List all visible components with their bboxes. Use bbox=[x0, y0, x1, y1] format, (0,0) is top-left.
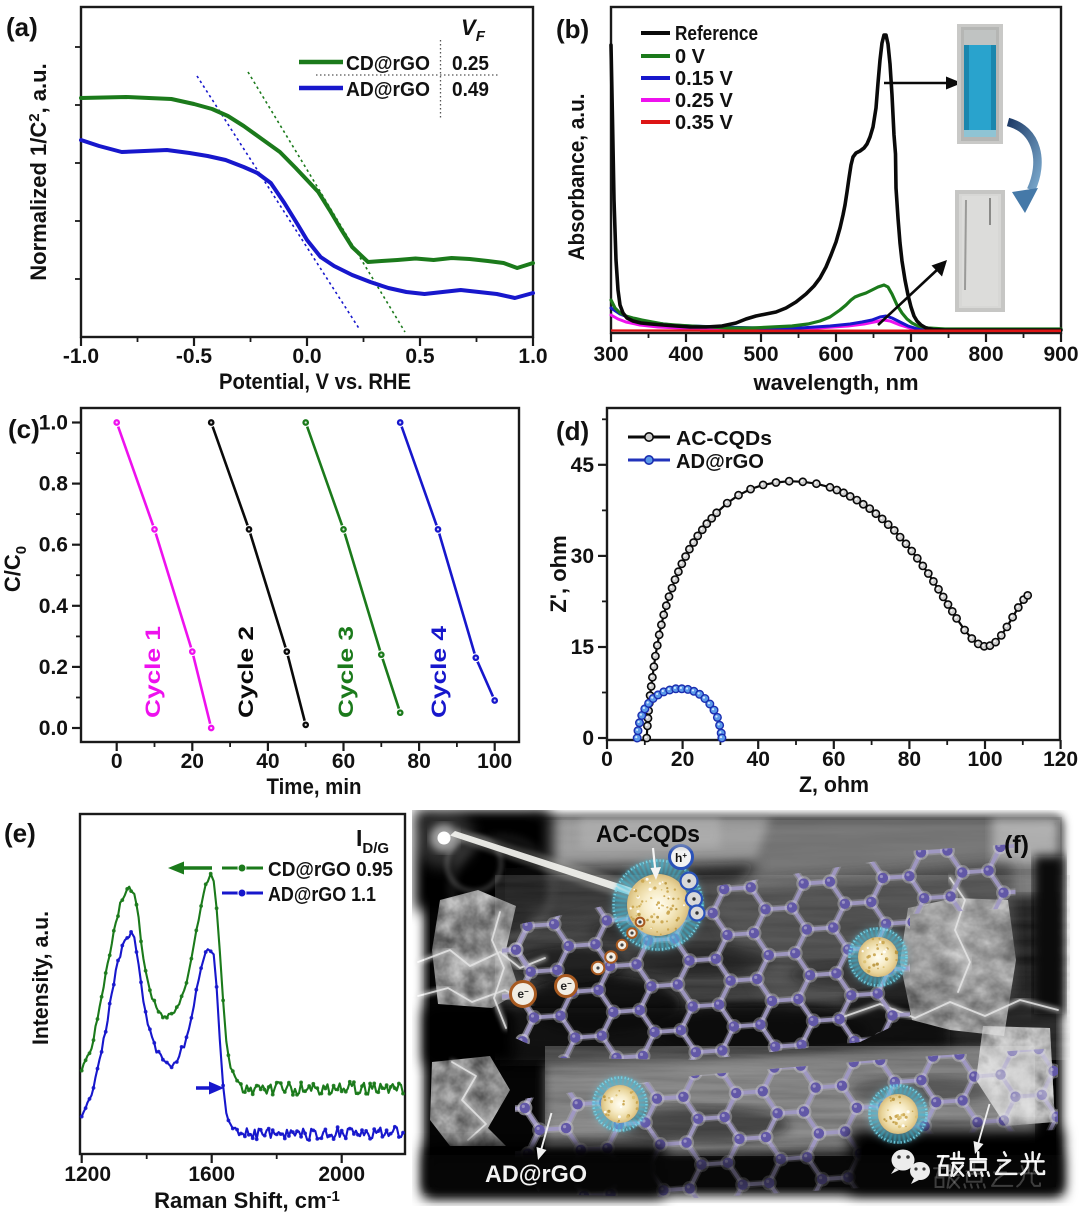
svg-text:900: 900 bbox=[1043, 343, 1078, 366]
svg-text:0.0: 0.0 bbox=[292, 345, 321, 368]
svg-text:300: 300 bbox=[593, 343, 628, 366]
svg-text:1200: 1200 bbox=[64, 1163, 111, 1186]
svg-text:AD@rGO: AD@rGO bbox=[485, 1161, 587, 1188]
svg-text:AD@rGO: AD@rGO bbox=[676, 451, 764, 473]
svg-text:Cycle 3: Cycle 3 bbox=[335, 626, 358, 718]
svg-text:0.49: 0.49 bbox=[452, 79, 489, 101]
svg-text:0: 0 bbox=[582, 727, 594, 750]
svg-text:Normalized 1/C2, a.u.: Normalized 1/C2, a.u. bbox=[26, 63, 51, 280]
svg-text:800: 800 bbox=[968, 343, 1003, 366]
svg-text:Z', ohm: Z', ohm bbox=[546, 535, 571, 612]
svg-text:40: 40 bbox=[256, 750, 279, 773]
svg-text:1600: 1600 bbox=[188, 1163, 235, 1186]
svg-text:1.0: 1.0 bbox=[518, 345, 547, 368]
svg-text:0.6: 0.6 bbox=[39, 534, 68, 557]
svg-text:0 V: 0 V bbox=[675, 46, 706, 68]
svg-text:(e): (e) bbox=[4, 818, 36, 848]
svg-text:Cycle 4: Cycle 4 bbox=[428, 626, 451, 718]
svg-text:Cycle 1: Cycle 1 bbox=[142, 626, 165, 718]
svg-text:0.35 V: 0.35 V bbox=[675, 112, 733, 134]
svg-text:0: 0 bbox=[111, 750, 123, 773]
svg-text:AC-CQDs: AC-CQDs bbox=[596, 821, 700, 848]
svg-text:-0.5: -0.5 bbox=[176, 345, 213, 368]
svg-text:60: 60 bbox=[332, 750, 355, 773]
svg-text:100: 100 bbox=[967, 748, 1002, 771]
svg-text:40: 40 bbox=[747, 748, 770, 771]
svg-text:Raman Shift, cm-1: Raman Shift, cm-1 bbox=[154, 1188, 340, 1213]
svg-text:Z, ohm: Z, ohm bbox=[799, 772, 869, 797]
svg-text:wavelength, nm: wavelength, nm bbox=[752, 370, 918, 395]
svg-text:700: 700 bbox=[893, 343, 928, 366]
svg-text:e−: e− bbox=[517, 987, 529, 1001]
svg-text:0.25: 0.25 bbox=[452, 53, 489, 75]
svg-text:0.25 V: 0.25 V bbox=[675, 90, 733, 112]
svg-text:Reference: Reference bbox=[675, 23, 758, 45]
svg-text:80: 80 bbox=[407, 750, 430, 773]
svg-text:0.15 V: 0.15 V bbox=[675, 68, 733, 90]
svg-text:CD@rGO: CD@rGO bbox=[346, 53, 430, 75]
svg-text:20: 20 bbox=[671, 748, 694, 771]
svg-text:0.0: 0.0 bbox=[39, 717, 68, 740]
svg-text:2000: 2000 bbox=[318, 1163, 365, 1186]
svg-text:80: 80 bbox=[898, 748, 921, 771]
svg-text:45: 45 bbox=[571, 454, 595, 477]
svg-text:-1.0: -1.0 bbox=[63, 345, 99, 368]
svg-text:1.0: 1.0 bbox=[39, 412, 68, 435]
svg-text:20: 20 bbox=[181, 750, 204, 773]
svg-text:(b): (b) bbox=[556, 14, 589, 44]
svg-text:30: 30 bbox=[571, 545, 594, 568]
svg-text:0.4: 0.4 bbox=[39, 595, 69, 618]
svg-text:AC-CQDs: AC-CQDs bbox=[676, 428, 772, 450]
svg-text:Cycle 2: Cycle 2 bbox=[235, 626, 258, 718]
svg-text:Absorbance, a.u.: Absorbance, a.u. bbox=[564, 94, 589, 261]
svg-text:500: 500 bbox=[743, 343, 778, 366]
svg-text:CD@rGO 0.95: CD@rGO 0.95 bbox=[268, 859, 393, 881]
svg-text:(d): (d) bbox=[556, 416, 589, 446]
svg-text:Intensity, a.u.: Intensity, a.u. bbox=[28, 911, 53, 1045]
svg-text:(a): (a) bbox=[6, 12, 38, 42]
svg-text:0: 0 bbox=[601, 748, 613, 771]
svg-text:400: 400 bbox=[668, 343, 703, 366]
svg-text:Time, min: Time, min bbox=[267, 774, 362, 799]
svg-text:15: 15 bbox=[571, 636, 595, 659]
svg-text:0.2: 0.2 bbox=[39, 656, 68, 679]
svg-text:Potential, V vs. RHE: Potential, V vs. RHE bbox=[219, 369, 411, 394]
svg-text:100: 100 bbox=[477, 750, 512, 773]
svg-text:0.8: 0.8 bbox=[39, 473, 69, 496]
svg-text:0.5: 0.5 bbox=[405, 345, 435, 368]
svg-text:AD@rGO: AD@rGO bbox=[346, 79, 430, 101]
svg-text:120: 120 bbox=[1043, 748, 1078, 771]
svg-text:(f): (f) bbox=[1004, 831, 1029, 859]
svg-text:600: 600 bbox=[818, 343, 853, 366]
svg-text:60: 60 bbox=[822, 748, 845, 771]
svg-text:e−: e− bbox=[560, 979, 572, 993]
svg-text:AD@rGO 1.1: AD@rGO 1.1 bbox=[268, 884, 376, 906]
svg-text:(c): (c) bbox=[8, 414, 40, 444]
